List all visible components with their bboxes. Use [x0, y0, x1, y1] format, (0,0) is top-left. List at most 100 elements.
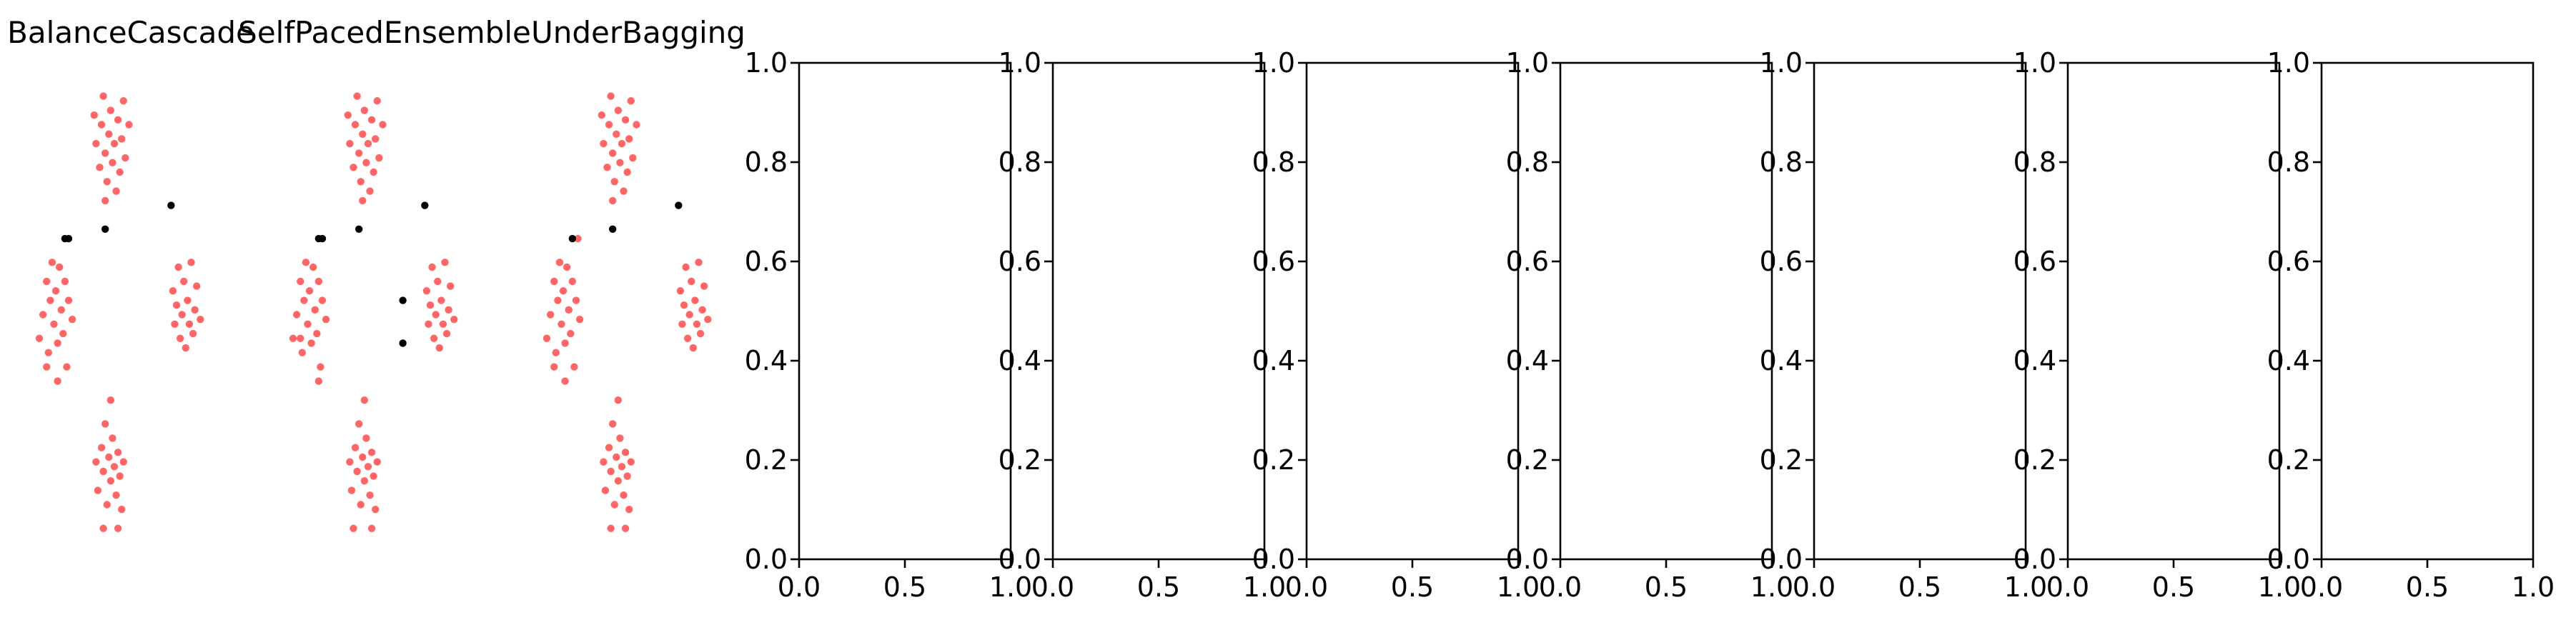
data-point-red — [57, 306, 65, 314]
data-point-black — [568, 234, 577, 243]
data-point-red — [572, 296, 580, 304]
data-point-red — [568, 277, 577, 286]
data-point-red — [598, 111, 605, 119]
x-tick-label: 0.5 — [1391, 571, 1434, 603]
x-tick-label: 0.0 — [2046, 571, 2089, 603]
data-point-red — [546, 311, 555, 319]
data-point-red — [430, 334, 438, 342]
data-point-red — [601, 486, 610, 494]
data-point-red — [116, 472, 124, 480]
data-point-red — [574, 234, 582, 243]
subplot-6: 0.0 0.5 1.0 0.0 0.2 0.4 0.6 0.8 1.0 — [1252, 47, 1540, 603]
x-tick-label: 1.0 — [2004, 571, 2047, 603]
axes-frame — [1559, 61, 1773, 561]
data-point-red — [614, 396, 623, 404]
data-point-red — [353, 92, 361, 100]
subplot-title: BalanceCascade — [7, 15, 254, 50]
data-point-red — [347, 486, 356, 494]
subplot-4: 0.0 0.5 1.0 0.0 0.2 0.4 0.6 0.8 1.0 — [745, 47, 1033, 603]
data-point-red — [704, 315, 712, 324]
data-point-red — [119, 458, 127, 466]
data-point-red — [114, 449, 122, 456]
data-point-red — [620, 491, 628, 499]
data-point-red — [696, 329, 705, 338]
data-point-red — [623, 472, 631, 480]
data-point-red — [178, 311, 186, 319]
data-point-red — [439, 320, 447, 328]
data-point-red — [355, 149, 363, 157]
y-tick-label: 1.0 — [2267, 47, 2310, 79]
data-point-red — [633, 121, 640, 129]
data-point-red — [428, 263, 436, 271]
data-point-red — [103, 178, 111, 186]
x-tick-label: 0.5 — [883, 571, 926, 603]
data-point-red — [169, 287, 177, 295]
data-point-red — [90, 111, 98, 119]
data-point-red — [607, 92, 615, 100]
data-point-red — [614, 477, 623, 485]
data-point-red — [550, 363, 558, 371]
data-point-red — [54, 339, 61, 347]
y-tick-label: 0.8 — [1760, 146, 1803, 178]
data-point-red — [350, 164, 357, 171]
y-tick-label: 0.8 — [2013, 146, 2056, 178]
subplot-8: 0.0 0.5 1.0 0.0 0.2 0.4 0.6 0.8 1.0 — [1760, 47, 2048, 603]
data-point-red — [307, 339, 315, 347]
data-point-red — [373, 97, 381, 105]
data-point-red — [360, 396, 369, 404]
data-point-red — [125, 121, 133, 129]
subplot-7: 0.0 0.5 1.0 0.0 0.2 0.4 0.6 0.8 1.0 — [1506, 47, 1794, 603]
data-point-red — [39, 311, 47, 319]
y-tick-label: 0.6 — [1760, 246, 1803, 277]
data-point-red — [618, 139, 626, 148]
data-point-red — [313, 329, 321, 338]
data-point-black — [399, 296, 407, 304]
y-tick-label: 0.2 — [1506, 444, 1549, 476]
data-point-red — [289, 334, 297, 342]
data-point-red — [322, 315, 330, 324]
axes-frame — [1051, 61, 1266, 561]
data-point-red — [608, 149, 617, 157]
y-tick-label: 0.0 — [2267, 544, 2310, 575]
data-point-red — [359, 453, 367, 461]
data-point-red — [304, 320, 312, 328]
data-point-red — [367, 116, 376, 124]
data-point-red — [106, 477, 115, 485]
data-point-red — [96, 164, 104, 171]
y-tick-label: 0.4 — [1506, 345, 1549, 376]
data-point-red — [118, 135, 126, 143]
data-point-red — [565, 306, 573, 314]
y-tick-label: 0.0 — [999, 544, 1041, 575]
data-point-red — [292, 311, 301, 319]
data-point-red — [112, 187, 120, 195]
data-point-red — [197, 315, 204, 324]
data-point-red — [600, 458, 608, 466]
x-tick-label: 0.0 — [2300, 571, 2343, 603]
data-point-red — [442, 329, 451, 338]
data-point-red — [600, 139, 608, 148]
data-point-red — [317, 363, 325, 371]
data-point-red — [97, 121, 106, 129]
data-point-red — [353, 467, 361, 476]
data-point-red — [680, 301, 688, 309]
data-point-red — [106, 106, 115, 114]
data-point-red — [297, 277, 304, 286]
data-point-red — [698, 306, 706, 314]
data-point-red — [50, 320, 58, 328]
data-point-red — [618, 463, 626, 471]
subplot-5: 0.0 0.5 1.0 0.0 0.2 0.4 0.6 0.8 1.0 — [999, 47, 1287, 603]
data-point-red — [109, 159, 117, 166]
subplot-2: SelfPacedEnsemble — [238, 15, 531, 532]
y-tick-label: 0.6 — [999, 246, 1041, 277]
data-point-red — [426, 301, 435, 309]
data-point-red — [318, 296, 327, 304]
data-point-red — [64, 296, 73, 304]
data-point-red — [362, 159, 370, 166]
data-point-red — [109, 434, 117, 442]
data-point-red — [425, 320, 432, 328]
data-point-red — [311, 306, 319, 314]
data-point-red — [176, 334, 184, 342]
data-point-red — [370, 168, 377, 176]
y-tick-label: 0.2 — [745, 444, 788, 476]
